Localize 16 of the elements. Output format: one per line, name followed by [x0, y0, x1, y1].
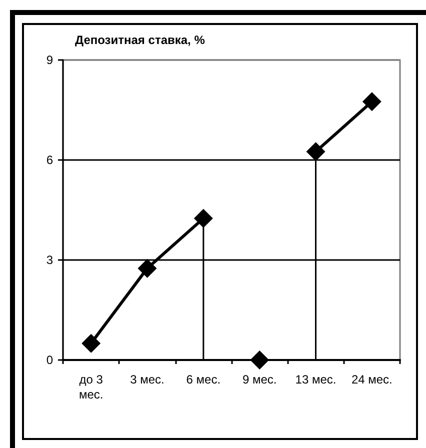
x-tick-label: 13 мес.	[295, 372, 336, 386]
x-tick-label: 6 мес.	[186, 372, 221, 386]
x-tick-label: до 3 мес.	[78, 372, 104, 402]
point	[82, 334, 101, 353]
x-tick-label: 3 мес.	[130, 372, 164, 386]
y-tick-label: 9	[46, 53, 54, 67]
point	[362, 92, 382, 112]
y-tick-label: 0	[46, 353, 54, 367]
x-tick-label: 9 мес.	[242, 372, 277, 386]
y-tick-label: 3	[46, 253, 54, 267]
point	[306, 142, 326, 162]
y-tick-label: 6	[46, 153, 54, 167]
y-axis-title: Депозитная ставка, %	[75, 33, 206, 47]
point	[138, 258, 157, 278]
x-tick-label: 24 мес.	[351, 372, 392, 386]
point	[194, 208, 213, 228]
